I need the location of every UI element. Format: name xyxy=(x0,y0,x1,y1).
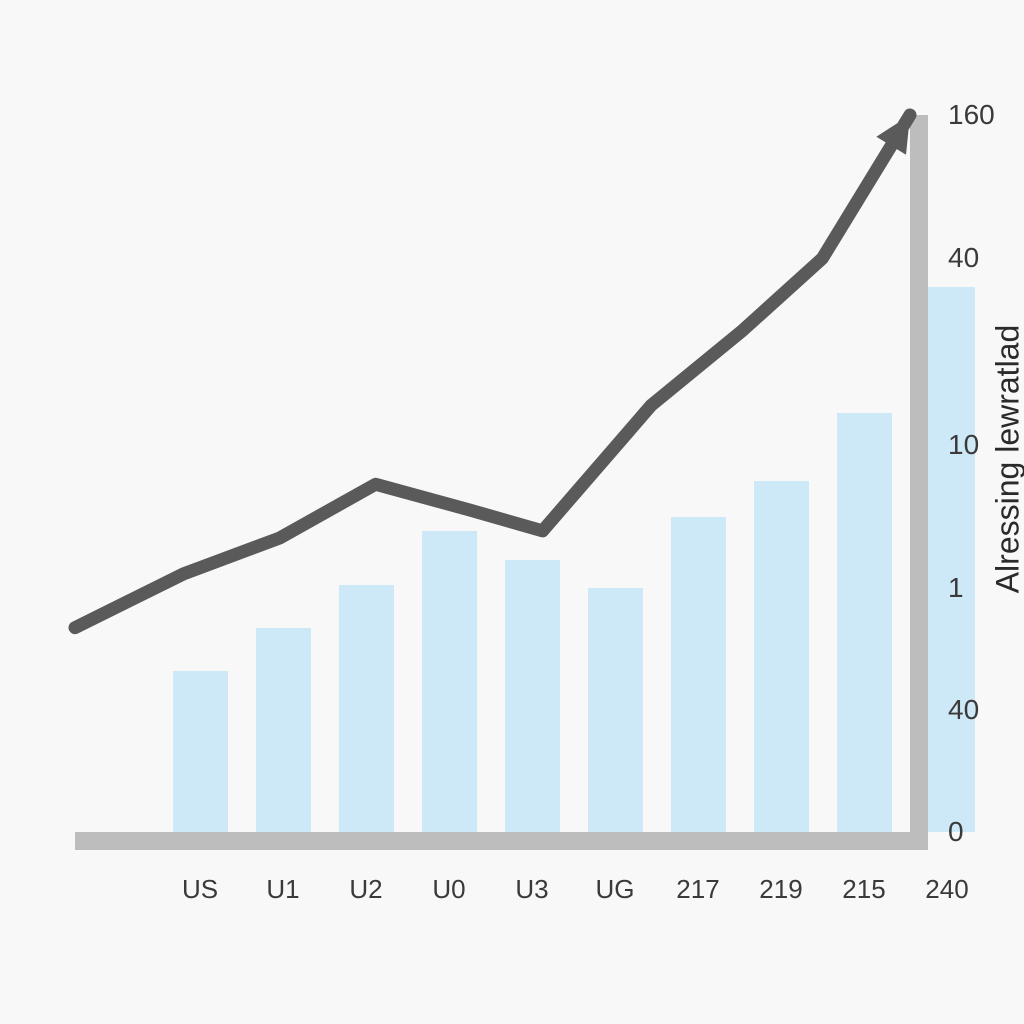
x-axis-label: U0 xyxy=(432,874,465,905)
bar xyxy=(754,481,809,832)
bar xyxy=(671,517,726,832)
y-axis-label: 0 xyxy=(948,816,964,848)
y-axis xyxy=(910,115,928,850)
bar xyxy=(422,531,477,832)
bar xyxy=(837,413,892,832)
y-axis-label: 1 xyxy=(948,572,964,604)
y-axis-label: 10 xyxy=(948,429,979,461)
plot-area xyxy=(75,115,910,832)
bar xyxy=(505,560,560,832)
combo-chart: US U1 U2 U0 U3 UG 217 219 215 240 160 40 10 1 40 0 Alr… xyxy=(0,0,1024,1024)
y-axis-title: Alressing lewratlad xyxy=(990,325,1024,594)
bar xyxy=(588,588,643,832)
x-axis-label: 240 xyxy=(925,874,968,905)
y-axis-label: 160 xyxy=(948,99,995,131)
x-axis xyxy=(75,832,928,850)
bar xyxy=(173,671,228,832)
x-axis-label: U2 xyxy=(349,874,382,905)
x-axis-label: 215 xyxy=(842,874,885,905)
x-axis-label: U3 xyxy=(515,874,548,905)
x-axis-label: 219 xyxy=(759,874,802,905)
y-axis-label: 40 xyxy=(948,242,979,274)
x-axis-label: US xyxy=(182,874,218,905)
x-axis-label: U1 xyxy=(266,874,299,905)
bar xyxy=(339,585,394,832)
x-axis-label: 217 xyxy=(676,874,719,905)
y-axis-label: 40 xyxy=(948,694,979,726)
bar xyxy=(256,628,311,832)
x-axis-label: UG xyxy=(596,874,635,905)
